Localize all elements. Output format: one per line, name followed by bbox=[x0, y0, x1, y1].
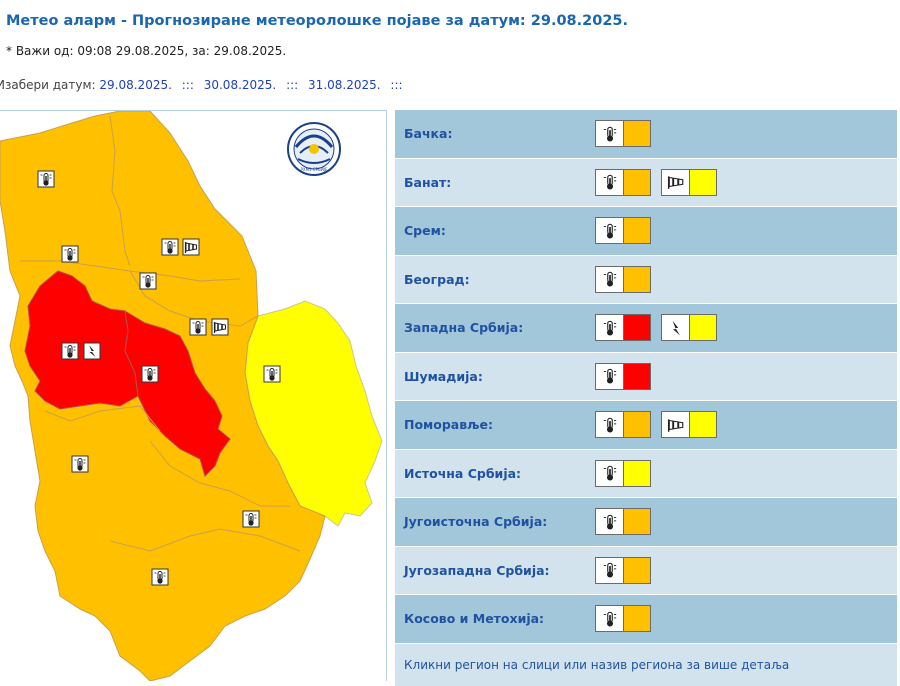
alert-level-orange bbox=[624, 218, 650, 244]
thermometer-icon bbox=[596, 121, 624, 147]
thermometer-icon bbox=[596, 412, 624, 438]
alert-badge bbox=[595, 120, 651, 148]
alert-level-orange bbox=[624, 412, 650, 438]
thermometer-icon bbox=[596, 218, 624, 244]
alert-badge bbox=[595, 605, 651, 633]
lightning-icon bbox=[662, 315, 690, 341]
alert-level-orange bbox=[624, 266, 650, 292]
region-name[interactable]: Поморавље: bbox=[404, 417, 494, 433]
region-row[interactable]: Западна Србија: bbox=[395, 304, 897, 353]
alert-level-orange bbox=[624, 509, 650, 535]
alert-badge bbox=[595, 362, 651, 390]
alert-badge bbox=[595, 556, 651, 584]
region-name[interactable]: Бачка: bbox=[404, 126, 453, 142]
region-row[interactable]: Београд: bbox=[395, 255, 897, 304]
region-name[interactable]: Косово и Метохија: bbox=[404, 611, 545, 627]
svg-text:РХМЗ СРБИЈЕ: РХМЗ СРБИЈЕ bbox=[300, 167, 328, 172]
rhmz-logo: РХМЗ СРБИЈЕ bbox=[287, 122, 341, 176]
page-title: Метео аларм - Прогнозиране метеоролошке … bbox=[6, 13, 628, 29]
region-row[interactable]: Југоисточна Србија: bbox=[395, 498, 897, 547]
alert-level-yellow bbox=[690, 169, 716, 195]
date-selector-label: Изабери датум: bbox=[0, 78, 96, 92]
date-separator: ::: bbox=[286, 78, 299, 92]
alert-level-red bbox=[624, 315, 650, 341]
validity-text: * Важи од: 09:08 29.08.2025, за: 29.08.2… bbox=[6, 44, 287, 58]
region-name[interactable]: Југозападна Србија: bbox=[404, 562, 550, 578]
windsock-icon bbox=[662, 412, 690, 438]
date-selector: Изабери датум: 29.08.2025. ::: 30.08.202… bbox=[0, 78, 409, 92]
alert-level-orange bbox=[624, 557, 650, 583]
alert-level-orange bbox=[624, 606, 650, 632]
region-row[interactable]: Источна Србија: bbox=[395, 449, 897, 498]
thermometer-icon bbox=[596, 557, 624, 583]
thermometer-icon bbox=[596, 460, 624, 486]
alert-badge bbox=[595, 168, 651, 196]
thermometer-icon bbox=[596, 606, 624, 632]
alert-badge bbox=[661, 411, 717, 439]
region-row[interactable]: Косово и Метохија: bbox=[395, 595, 897, 644]
region-name[interactable]: Банат: bbox=[404, 174, 452, 190]
region-name[interactable]: Западна Србија: bbox=[404, 320, 524, 336]
region-name[interactable]: Београд: bbox=[404, 271, 470, 287]
alert-badge bbox=[595, 265, 651, 293]
region-row[interactable]: Шумадија: bbox=[395, 352, 897, 401]
alert-level-orange bbox=[624, 121, 650, 147]
alert-level-red bbox=[624, 363, 650, 389]
thermometer-icon bbox=[596, 315, 624, 341]
thermometer-icon bbox=[596, 509, 624, 535]
alert-badge bbox=[661, 168, 717, 196]
region-sumadija[interactable] bbox=[124, 310, 231, 477]
alert-level-yellow bbox=[690, 315, 716, 341]
date-separator: ::: bbox=[390, 78, 403, 92]
alert-badge bbox=[595, 411, 651, 439]
map-hint: Кликни регион на слици или назив региона… bbox=[395, 643, 897, 686]
thermometer-icon bbox=[596, 266, 624, 292]
date-link-1[interactable]: 29.08.2025. bbox=[99, 78, 172, 92]
region-name[interactable]: Југоисточна Србија: bbox=[404, 514, 548, 530]
region-row[interactable]: Банат: bbox=[395, 158, 897, 207]
alert-badge bbox=[595, 508, 651, 536]
serbia-alert-map: РХМЗ СРБИЈЕ bbox=[0, 110, 387, 681]
alert-level-yellow bbox=[690, 412, 716, 438]
region-row[interactable]: Поморавље: bbox=[395, 401, 897, 450]
date-separator: ::: bbox=[181, 78, 194, 92]
date-link-3[interactable]: 31.08.2025. bbox=[308, 78, 381, 92]
date-link-2[interactable]: 30.08.2025. bbox=[203, 78, 277, 92]
region-row[interactable]: Бачка: bbox=[395, 110, 897, 159]
alert-badge bbox=[595, 459, 651, 487]
region-name[interactable]: Источна Србија: bbox=[404, 465, 522, 481]
thermometer-icon bbox=[596, 363, 624, 389]
region-alert-table: Бачка: Банат: Срем: Београд: Западна Србија:… bbox=[395, 110, 897, 686]
region-name[interactable]: Шумадија: bbox=[404, 368, 483, 384]
region-row[interactable]: Југозападна Србија: bbox=[395, 546, 897, 595]
region-name[interactable]: Срем: bbox=[404, 223, 446, 239]
alert-level-orange bbox=[624, 169, 650, 195]
alert-badge bbox=[595, 314, 651, 342]
alert-badge bbox=[595, 217, 651, 245]
thermometer-icon bbox=[596, 169, 624, 195]
alert-level-yellow bbox=[624, 460, 650, 486]
region-row[interactable]: Срем: bbox=[395, 207, 897, 256]
windsock-icon bbox=[662, 169, 690, 195]
alert-badge bbox=[661, 314, 717, 342]
region-zapadna-srbija[interactable] bbox=[24, 270, 139, 410]
